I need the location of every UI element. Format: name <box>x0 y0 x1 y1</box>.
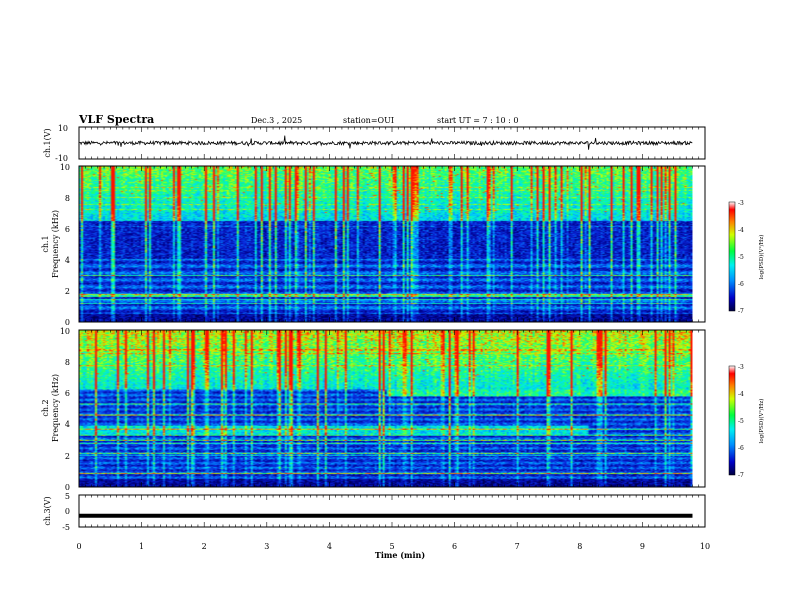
ch1-colorbar-gradient <box>728 201 736 312</box>
station-label: station=OUI <box>343 116 394 125</box>
xtick-label-3: 3 <box>264 542 269 551</box>
ch1-ytick-top: 10 <box>58 124 68 133</box>
xtick-label-7: 7 <box>515 542 520 551</box>
ch2-ytick-10: 10 <box>60 327 70 336</box>
ch1-cb-tick-m5: -5 <box>738 254 744 261</box>
xtick-label-2: 2 <box>202 542 207 551</box>
ch1-waveform-ylabel: ch.1(V) <box>43 128 52 157</box>
time-axis-title: Time (min) <box>375 550 425 560</box>
ch2-ytick-4: 4 <box>65 420 70 429</box>
ch2-colorbar-gradient <box>728 365 736 476</box>
ch2-cb-tick-m7: -7 <box>738 472 744 479</box>
time-axis-labels: 0 1 2 3 4 5 6 7 8 9 10 <box>76 542 710 551</box>
ch2-channel-label: ch.2 <box>41 399 50 416</box>
ch1-waveform-frame <box>78 126 706 160</box>
ch2-spectrogram-panel: 0 2 4 6 8 10 ch.2 Frequency (kHz) <box>41 327 706 492</box>
ch1-spectrogram-panel: 0 2 4 6 8 10 ch.1 Frequency (kHz) <box>41 163 706 327</box>
xtick-label-6: 6 <box>452 542 457 551</box>
xtick-label-9: 9 <box>640 542 645 551</box>
ch1-cb-tick-m4: -4 <box>738 227 744 234</box>
ch3-ytick-bottom: -5 <box>62 523 70 532</box>
ch3-ytick-top: 5 <box>65 492 70 501</box>
xtick-label-8: 8 <box>577 542 582 551</box>
ch3-waveform-ylabel: ch.3(V) <box>43 496 52 525</box>
ch2-cb-tick-m3: -3 <box>738 364 744 371</box>
start-time-label: start UT = 7 : 10 : 0 <box>437 116 518 125</box>
ch2-ytick-2: 2 <box>65 452 70 461</box>
ch1-ytick-8: 8 <box>65 194 70 203</box>
ch1-ytick-4: 4 <box>65 256 70 265</box>
ch1-channel-label: ch.1 <box>41 235 50 252</box>
ch1-cb-tick-m7: -7 <box>738 308 744 315</box>
date-label: Dec.3 , 2025 <box>251 116 302 125</box>
xtick-label-4: 4 <box>327 542 332 551</box>
ch1-ytick-6: 6 <box>65 225 70 234</box>
ch1-spectrogram-image <box>79 166 693 322</box>
ch2-cb-tick-m5: -5 <box>738 418 744 425</box>
ch2-spectrogram-image <box>79 330 693 487</box>
time-axis-ticks <box>78 127 706 527</box>
ch1-frequency-ylabel: Frequency (kHz) <box>51 210 60 278</box>
ch2-frequency-ylabel: Frequency (kHz) <box>51 374 60 442</box>
xtick-label-1: 1 <box>139 542 144 551</box>
ch1-ytick-10: 10 <box>60 163 70 172</box>
ch1-colorbar-label: log(PSD)(V²/Hz) <box>758 235 765 280</box>
ch2-cb-tick-m4: -4 <box>738 391 744 398</box>
ch2-cb-tick-m6: -6 <box>738 445 744 452</box>
ch1-ytick-0: 0 <box>65 318 70 327</box>
ch1-ytick-2: 2 <box>65 287 70 296</box>
ch2-ytick-6: 6 <box>65 389 70 398</box>
ch2-ytick-8: 8 <box>65 358 70 367</box>
xtick-label-0: 0 <box>76 542 81 551</box>
ch2-ytick-0: 0 <box>65 483 70 492</box>
xtick-label-5: 5 <box>389 542 394 551</box>
ch3-ytick-mid: 0 <box>65 507 70 516</box>
ch1-waveform-panel: 10 -10 ch.1(V) <box>43 124 706 163</box>
ch1-ytick-bottom: -10 <box>55 154 68 163</box>
ch3-waveform-frame <box>78 494 706 528</box>
ch1-cb-tick-m3: -3 <box>738 200 744 207</box>
ch2-colorbar-label: log(PSD)(V²/Hz) <box>758 399 765 444</box>
ch3-waveform-panel: 5 0 -5 ch.3(V) <box>43 492 706 532</box>
ch2-colorbar: -3 -4 -5 -6 -7 log(PSD)(V²/Hz) <box>728 364 765 479</box>
xtick-label-10: 10 <box>700 542 710 551</box>
ch1-cb-tick-m6: -6 <box>738 281 744 288</box>
ch1-colorbar: -3 -4 -5 -6 -7 log(PSD)(V²/Hz) <box>728 200 765 315</box>
chart-title: VLF Spectra <box>78 113 154 126</box>
ch1-waveform-trace <box>79 135 693 150</box>
